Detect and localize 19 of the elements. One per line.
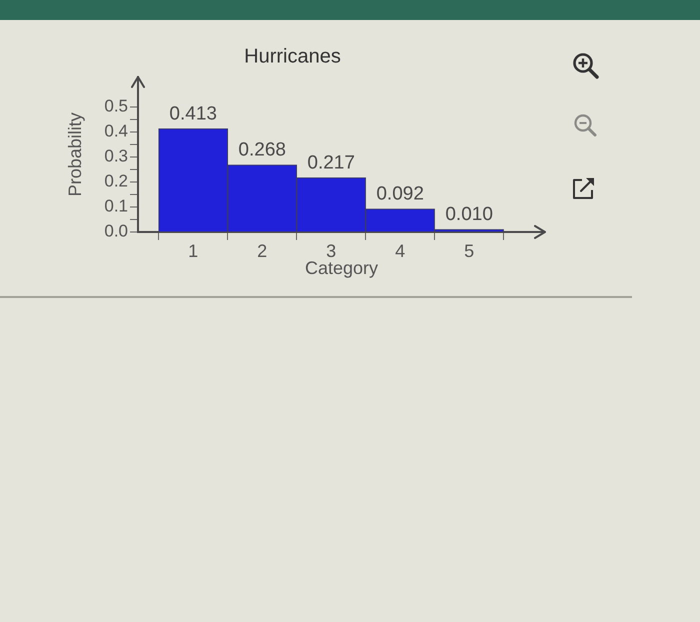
- y-tick-label: 0.2: [104, 172, 128, 191]
- x-tick-label: 5: [464, 240, 474, 261]
- data-label: 0.010: [445, 204, 493, 226]
- x-tick-label: 4: [395, 240, 406, 261]
- y-tick-label: 0.1: [104, 196, 128, 216]
- data-label: 0.217: [307, 152, 355, 174]
- y-tick-label: 0.0: [104, 222, 128, 241]
- y-tick-label: 0.3: [104, 146, 128, 166]
- data-label: 0.092: [376, 184, 424, 205]
- y-axis-title: Probability: [64, 112, 85, 197]
- x-axis-title: Category: [304, 258, 378, 278]
- chart-title: Hurricanes: [244, 46, 341, 68]
- y-tick-label: 0.5: [104, 96, 128, 116]
- x-tick-label: 1: [188, 240, 198, 261]
- x-tick-label: 3: [326, 240, 336, 261]
- x-tick-label: 2: [257, 240, 268, 261]
- data-label: 0.268: [238, 140, 286, 161]
- y-tick-label: 0.4: [104, 122, 128, 141]
- data-label: 0.413: [169, 103, 217, 124]
